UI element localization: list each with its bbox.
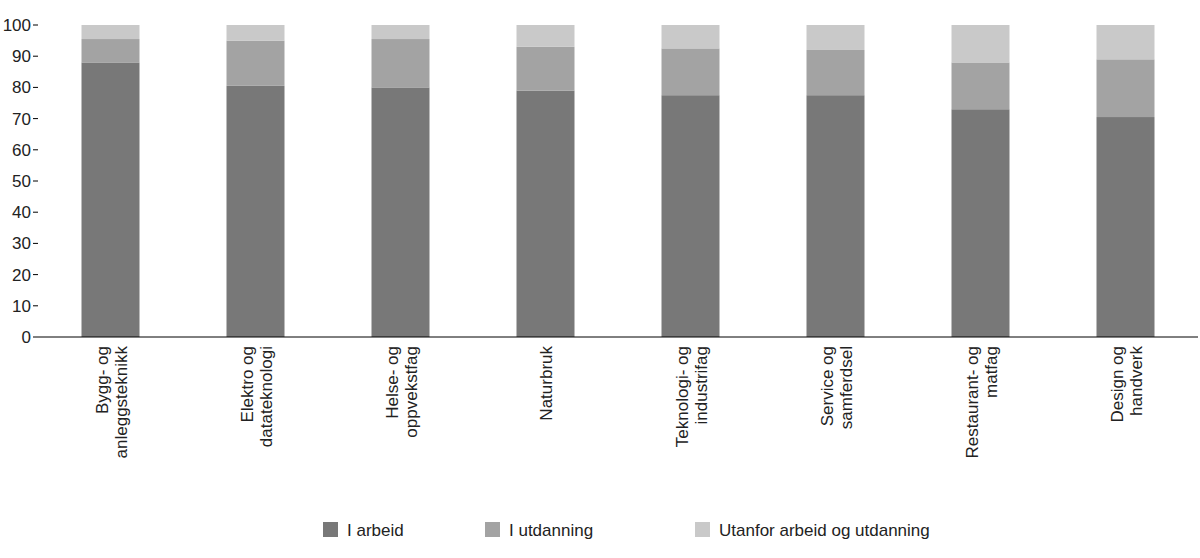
x-tick-label: Service ogsamferdsel: [818, 346, 856, 429]
x-tick-group: Design oghandverk: [1108, 346, 1146, 423]
legend-label: I utdanning: [509, 521, 593, 540]
label-line: Restaurant- og: [963, 346, 982, 458]
y-tick: [33, 87, 38, 88]
y-tick-label: 30: [12, 234, 31, 253]
y-tick-label: 100: [3, 16, 31, 35]
x-tick-group: Elektro ogdatateknologi: [238, 346, 276, 447]
bar-segment: [1097, 25, 1155, 59]
y-tick: [33, 274, 38, 275]
y-tick-label: 40: [12, 203, 31, 222]
x-tick-label: Restaurant- ogmatfag: [963, 346, 1001, 458]
y-tick-label: 80: [12, 78, 31, 97]
label-line: Helse- og: [383, 346, 402, 419]
label-line: anleggsteknikk: [112, 346, 131, 459]
y-tick-label: 50: [12, 172, 31, 191]
bar-segment: [1097, 59, 1155, 117]
legend-label: I arbeid: [347, 521, 404, 540]
x-tick-group: Restaurant- ogmatfag: [963, 346, 1001, 458]
x-tick-group: Teknologi- ogindustrifag: [673, 346, 711, 447]
label-line: matfag: [982, 346, 1001, 398]
legend-swatch: [323, 522, 338, 537]
label-line: industrifag: [692, 346, 711, 424]
y-tick: [33, 181, 38, 182]
y-tick: [33, 118, 38, 119]
x-axis: [38, 337, 1198, 338]
y-tick: [33, 212, 38, 213]
x-tick-group: Helse- ogoppvekstfag: [383, 346, 421, 438]
x-tick-label: Elektro ogdatateknologi: [238, 346, 276, 447]
y-tick: [33, 305, 38, 306]
bar-segment: [807, 50, 865, 95]
y-tick: [33, 243, 38, 244]
bar-segment: [82, 25, 140, 39]
bar-segment: [662, 95, 720, 337]
bar-segment: [517, 47, 575, 91]
x-tick-group: Naturbruk: [537, 346, 556, 421]
label-line: samferdsel: [837, 346, 856, 429]
y-tick-label: 10: [12, 297, 31, 316]
label-line: Elektro og: [238, 346, 257, 423]
bar-segment: [807, 25, 865, 50]
bar-segment: [807, 95, 865, 337]
x-tick-label: Teknologi- ogindustrifag: [673, 346, 711, 447]
label-line: Design og: [1108, 346, 1127, 423]
y-tick-label: 0: [22, 328, 31, 347]
bar-segment: [227, 25, 285, 41]
x-tick-group: Service ogsamferdsel: [818, 346, 856, 429]
bar-segment: [952, 62, 1010, 109]
bar-segment: [372, 87, 430, 337]
label-line: Service og: [818, 346, 837, 426]
label-line: oppvekstfag: [402, 346, 421, 438]
y-tick: [33, 337, 38, 338]
label-line: Teknologi- og: [673, 346, 692, 447]
y-tick-label: 70: [12, 110, 31, 129]
legend-swatch: [695, 522, 710, 537]
bar-segment: [952, 25, 1010, 62]
bar-segment: [517, 25, 575, 47]
bar-segment: [517, 91, 575, 337]
y-tick-label: 90: [12, 47, 31, 66]
chart: 0 10 20 30 40 50 60 70 80 90 100 Bygg- oganleggstek…: [0, 0, 1200, 558]
bar-segment: [662, 48, 720, 95]
x-tick-label: Design oghandverk: [1108, 346, 1146, 423]
x-tick-label: Bygg- oganleggsteknikk: [93, 346, 131, 459]
x-tick-label: Naturbruk: [537, 346, 556, 421]
bar-segment: [227, 86, 285, 337]
legend-label: Utanfor arbeid og utdanning: [719, 521, 930, 540]
y-tick-label: 60: [12, 141, 31, 160]
bars: [82, 25, 1155, 337]
y-tick-label: 20: [12, 266, 31, 285]
x-tick-label: Helse- ogoppvekstfag: [383, 346, 421, 438]
bar-segment: [1097, 117, 1155, 337]
bar-segment: [82, 62, 140, 337]
y-tick: [33, 25, 38, 26]
bar-segment: [952, 109, 1010, 337]
bar-segment: [227, 41, 285, 86]
bar-segment: [82, 39, 140, 62]
bar-segment: [662, 25, 720, 48]
label-line: Bygg- og: [93, 346, 112, 414]
label-line: handverk: [1127, 346, 1146, 416]
legend-swatch: [485, 522, 500, 537]
x-tick-group: Bygg- oganleggsteknikk: [93, 346, 131, 459]
bar-segment: [372, 25, 430, 39]
bar-segment: [372, 39, 430, 87]
y-tick: [33, 56, 38, 57]
y-tick: [33, 149, 38, 150]
label-line: datateknologi: [257, 346, 276, 447]
